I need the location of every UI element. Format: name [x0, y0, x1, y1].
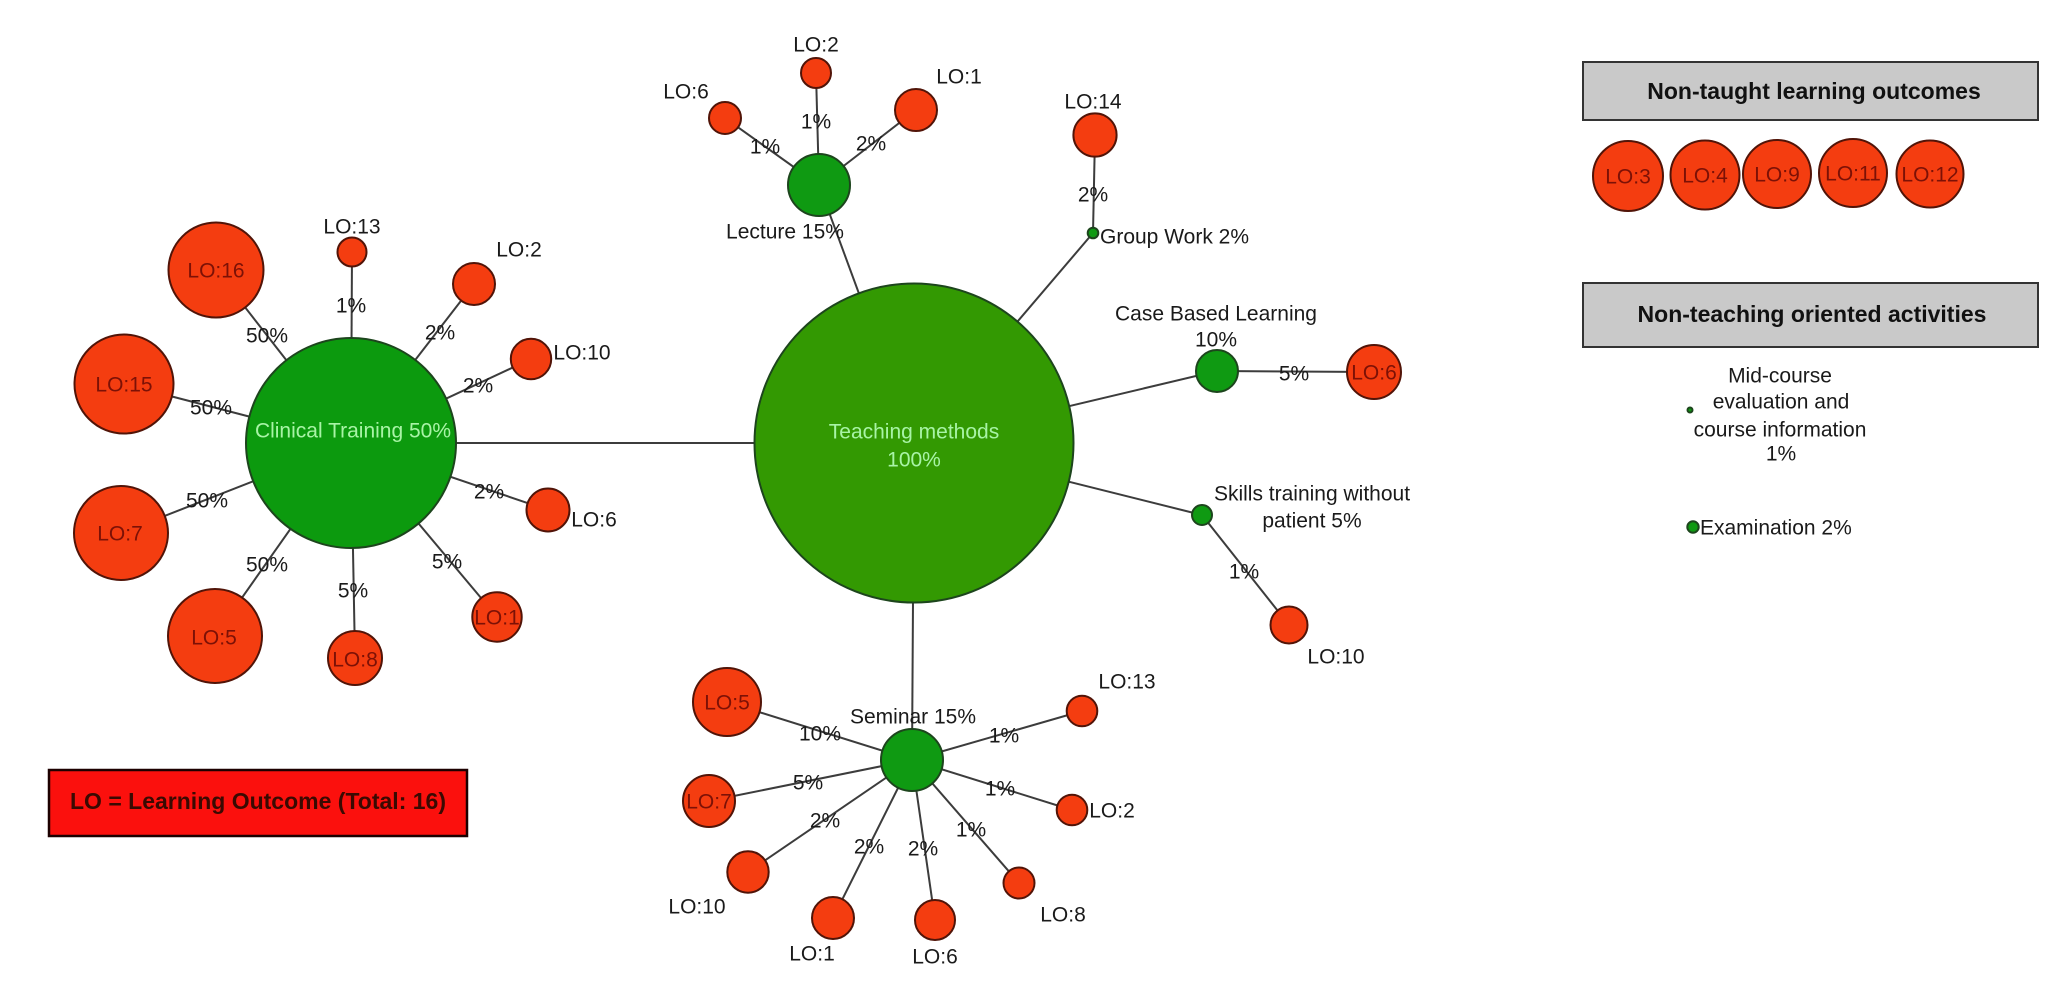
svg-text:LO:10: LO:10 — [1307, 645, 1364, 668]
svg-text:10%: 10% — [799, 722, 841, 745]
svg-text:LO:2: LO:2 — [496, 238, 542, 261]
svg-text:LO = Learning Outcome (Total:: LO = Learning Outcome (Total: 16) — [70, 788, 446, 814]
svg-text:Case Based Learning: Case Based Learning — [1115, 302, 1317, 325]
svg-text:LO:2: LO:2 — [1089, 799, 1135, 822]
svg-text:100%: 100% — [887, 448, 941, 471]
svg-text:2%: 2% — [474, 480, 504, 503]
svg-text:LO:10: LO:10 — [668, 895, 725, 918]
svg-text:LO:6: LO:6 — [571, 508, 617, 531]
svg-text:evaluation and: evaluation and — [1713, 390, 1850, 413]
svg-text:Skills training without: Skills training without — [1214, 482, 1410, 505]
svg-text:2%: 2% — [425, 321, 455, 344]
svg-text:LO:15: LO:15 — [95, 373, 152, 396]
svg-text:LO:8: LO:8 — [332, 648, 378, 671]
svg-text:LO:6: LO:6 — [912, 945, 958, 968]
svg-text:Clinical Training 50%: Clinical Training 50% — [255, 419, 451, 442]
svg-text:5%: 5% — [793, 771, 823, 794]
svg-text:course information: course information — [1694, 418, 1867, 441]
svg-text:LO:5: LO:5 — [191, 626, 237, 649]
svg-text:Mid-course: Mid-course — [1728, 364, 1832, 387]
svg-text:2%: 2% — [854, 835, 884, 858]
svg-text:10%: 10% — [1195, 328, 1237, 351]
svg-text:1%: 1% — [989, 724, 1019, 747]
svg-text:Non-taught learning outcomes: Non-taught learning outcomes — [1647, 78, 1981, 104]
svg-text:LO:7: LO:7 — [686, 790, 732, 813]
svg-text:1%: 1% — [801, 110, 831, 133]
svg-text:LO:6: LO:6 — [1351, 361, 1397, 384]
svg-text:LO:10: LO:10 — [553, 341, 610, 364]
svg-text:LO:7: LO:7 — [97, 522, 143, 545]
svg-text:2%: 2% — [810, 809, 840, 832]
svg-text:LO:6: LO:6 — [663, 80, 709, 103]
svg-text:1%: 1% — [750, 135, 780, 158]
svg-text:Teaching methods: Teaching methods — [829, 420, 999, 443]
svg-text:1%: 1% — [336, 294, 366, 317]
svg-text:LO:8: LO:8 — [1040, 903, 1086, 926]
svg-text:LO:14: LO:14 — [1064, 90, 1122, 113]
svg-text:50%: 50% — [246, 324, 288, 347]
svg-text:2%: 2% — [856, 132, 886, 155]
svg-text:1%: 1% — [1229, 560, 1259, 583]
svg-text:LO:9: LO:9 — [1754, 163, 1800, 186]
svg-text:Non-teaching oriented activiti: Non-teaching oriented activities — [1638, 301, 1987, 327]
svg-text:LO:16: LO:16 — [187, 259, 244, 282]
svg-text:LO:1: LO:1 — [789, 942, 835, 965]
svg-text:2%: 2% — [1078, 183, 1108, 206]
svg-text:LO:3: LO:3 — [1605, 165, 1651, 188]
svg-text:LO:11: LO:11 — [1825, 162, 1881, 185]
svg-text:2%: 2% — [463, 374, 493, 397]
svg-text:50%: 50% — [246, 553, 288, 576]
svg-text:5%: 5% — [1279, 362, 1309, 385]
svg-text:5%: 5% — [338, 579, 368, 602]
svg-text:Group Work 2%: Group Work 2% — [1100, 225, 1249, 248]
svg-text:2%: 2% — [908, 837, 938, 860]
svg-text:LO:1: LO:1 — [936, 65, 982, 88]
svg-text:1%: 1% — [985, 777, 1015, 800]
svg-text:5%: 5% — [432, 550, 462, 573]
svg-text:LO:13: LO:13 — [323, 215, 380, 238]
svg-text:patient 5%: patient 5% — [1262, 509, 1361, 532]
svg-text:Seminar 15%: Seminar 15% — [850, 705, 976, 728]
svg-text:1%: 1% — [956, 818, 986, 841]
svg-text:LO:13: LO:13 — [1098, 670, 1155, 693]
svg-text:Lecture 15%: Lecture 15% — [726, 220, 844, 243]
svg-text:50%: 50% — [186, 489, 228, 512]
svg-text:50%: 50% — [190, 396, 232, 419]
svg-text:LO:12: LO:12 — [1901, 163, 1958, 186]
svg-text:LO:4: LO:4 — [1682, 164, 1728, 187]
svg-text:Examination 2%: Examination 2% — [1700, 516, 1852, 539]
svg-text:LO:5: LO:5 — [704, 691, 750, 714]
svg-text:LO:2: LO:2 — [793, 33, 839, 56]
svg-text:LO:1: LO:1 — [474, 606, 520, 629]
svg-text:1%: 1% — [1766, 442, 1796, 465]
